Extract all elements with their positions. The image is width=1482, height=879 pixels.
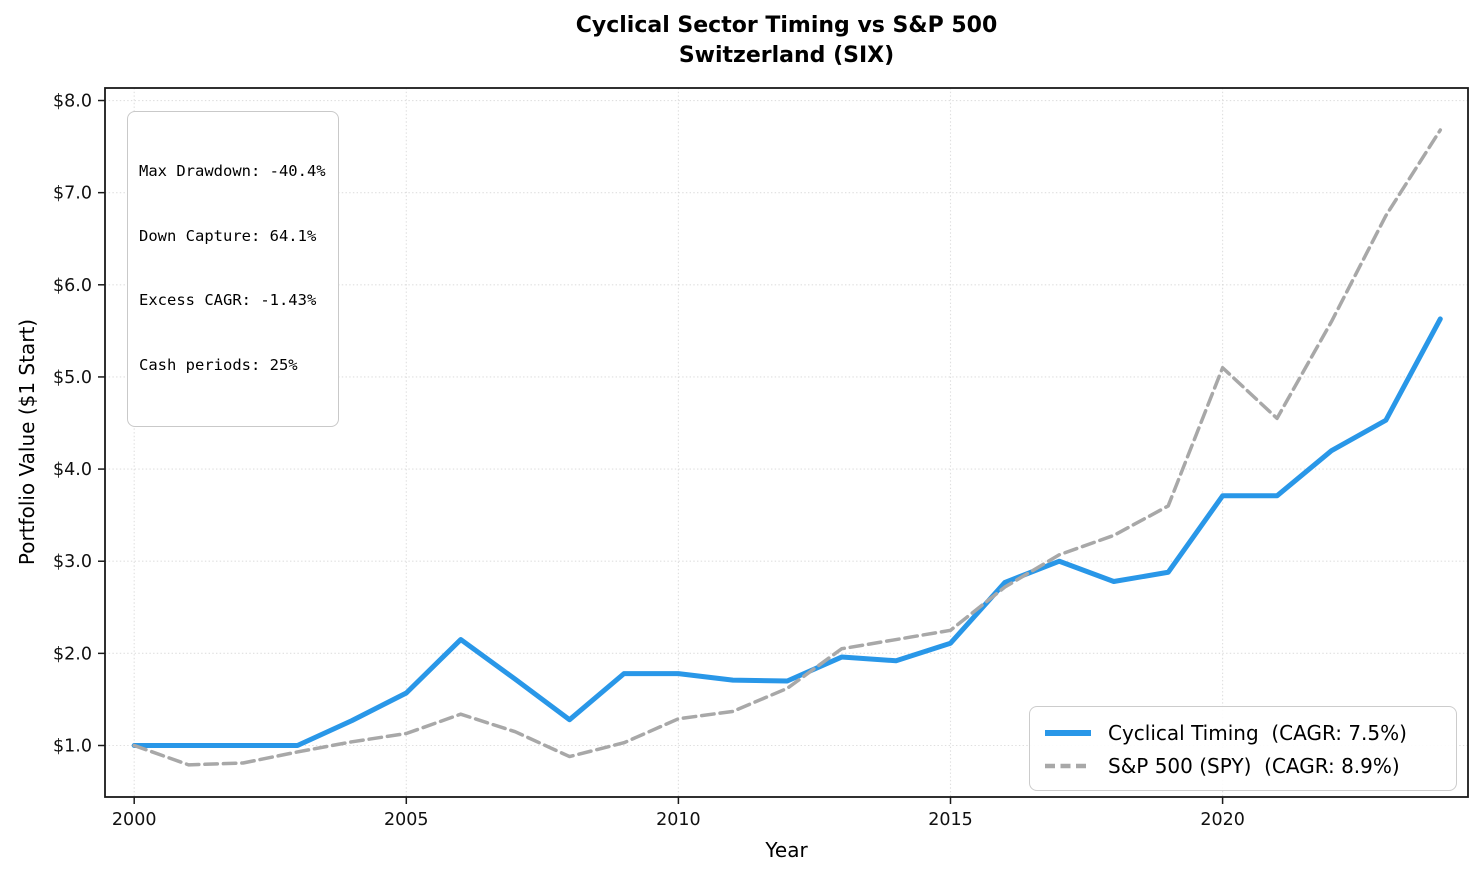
y-tick-label: $5.0 [53,368,92,388]
legend-label-cyclical-timing: Cyclical Timing (CAGR: 7.5%) [1108,720,1407,745]
y-axis-label: Portfolio Value ($1 Start) [15,318,39,566]
legend-dashed-line-icon [1045,763,1091,768]
series-line-cyclical-timing [131,316,1443,748]
chart-title-line1: Cyclical Sector Timing vs S&P 500 [575,13,998,38]
x-tick-label: 2000 [112,810,157,830]
legend-item-cyclical-timing: Cyclical Timing (CAGR: 7.5%) [1043,716,1456,749]
x-tick-label: 2020 [1200,810,1245,830]
y-tick-label: $4.0 [53,460,92,480]
x-tick-label: 2015 [928,810,973,830]
y-tick-label: $3.0 [53,552,92,572]
legend-item-sp500: S&P 500 (SPY) (CAGR: 8.9%) [1043,749,1456,782]
y-tick-label: $7.0 [53,184,92,204]
y-tick-label: $6.0 [53,276,92,296]
y-tick-label: $8.0 [53,92,92,112]
legend: Cyclical Timing (CAGR: 7.5%) S&P 500 (SP… [1029,706,1457,791]
y-tick-label: $2.0 [53,644,92,664]
chart-title-line2: Switzerland (SIX) [678,43,895,68]
stats-box: Max Drawdown: -40.4% Down Capture: 64.1%… [127,111,339,427]
x-axis-label: Year [765,838,808,862]
y-tick-label: $1.0 [53,737,92,757]
series-line-sp500-spy [132,128,1443,767]
legend-label-sp500: S&P 500 (SPY) (CAGR: 8.9%) [1108,753,1400,778]
stat-max-drawdown: Max Drawdown: -40.4% [139,162,326,180]
x-tick-label: 2005 [384,810,429,830]
stat-cash-periods: Cash periods: 25% [139,355,298,374]
legend-solid-line-icon [1045,729,1091,736]
x-tick-label: 2010 [656,810,701,830]
stat-excess-cagr: Excess CAGR: -1.43% [139,291,317,309]
chart-title: Cyclical Sector Timing vs S&P 500 Switze… [105,11,1468,71]
plot-border [104,87,1469,798]
stat-down-capture: Down Capture: 64.1% [139,226,317,245]
